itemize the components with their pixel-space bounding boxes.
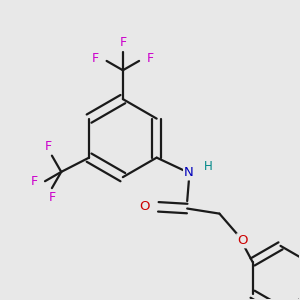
Text: F: F: [92, 52, 99, 65]
Text: N: N: [184, 167, 194, 179]
Text: F: F: [119, 36, 126, 49]
Text: F: F: [31, 175, 38, 188]
Text: F: F: [45, 140, 52, 153]
Text: F: F: [146, 52, 154, 65]
Text: H: H: [204, 160, 213, 173]
Text: O: O: [237, 234, 248, 247]
Text: F: F: [48, 191, 56, 204]
Text: O: O: [140, 200, 150, 213]
